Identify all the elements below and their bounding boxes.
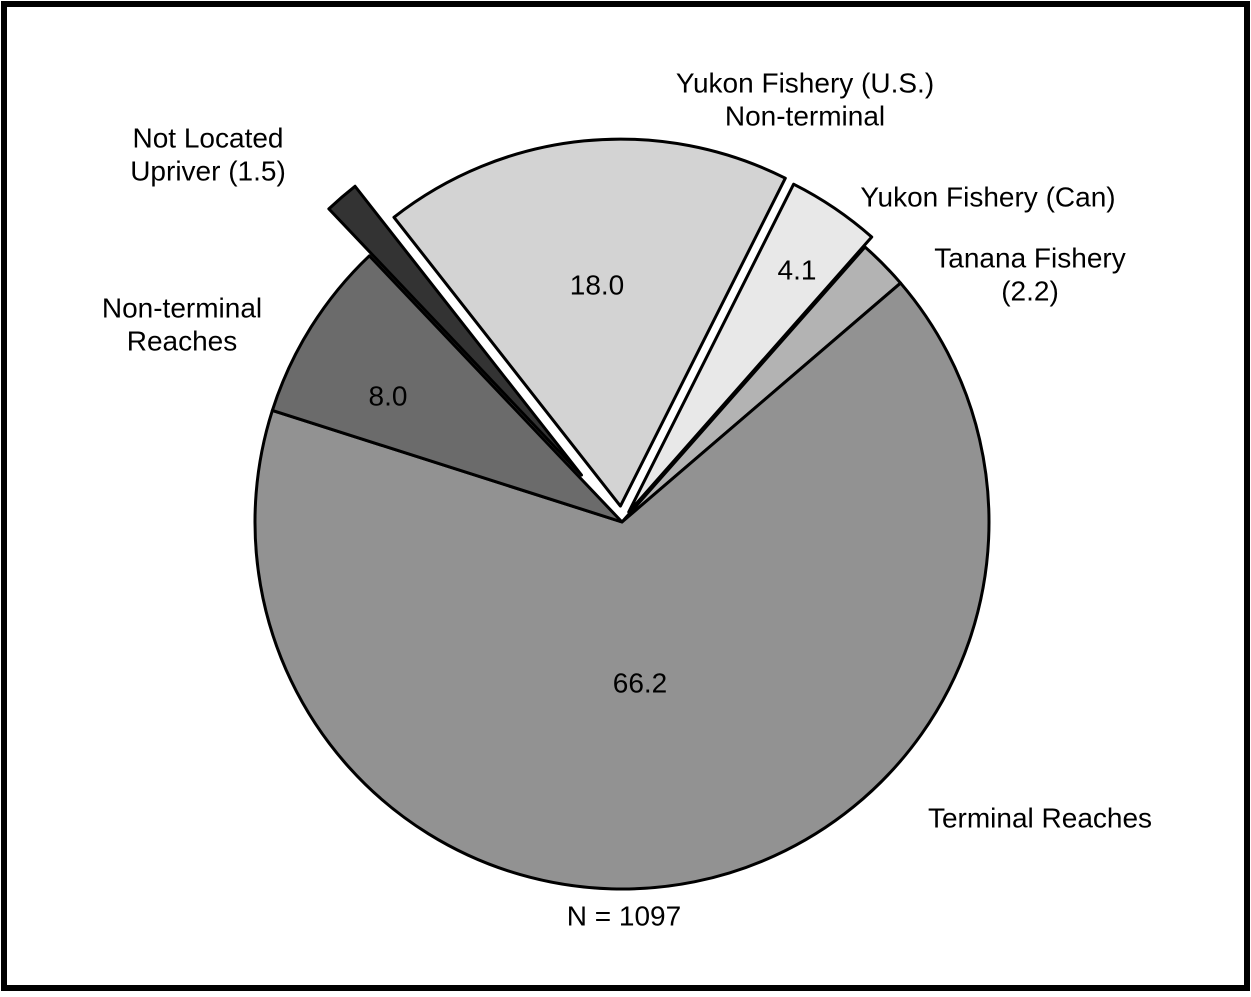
slice-label: Non-terminal [725,100,885,131]
slice-label: Yukon Fishery (U.S.) [676,67,934,98]
pie-slice [270,254,624,524]
slice-label: Terminal Reaches [928,802,1152,833]
slice-label: Reaches [127,325,238,356]
value-label: 8.0 [369,380,408,411]
value-label: 66.2 [613,667,668,698]
value-label: 18.0 [570,269,625,300]
note: N = 1097 [567,900,681,931]
pie-slice [392,137,787,508]
slice-label: Non-terminal [102,292,262,323]
value-label: 4.1 [778,254,817,285]
slice-label: Yukon Fishery (Can) [860,181,1115,212]
slice-label: Upriver (1.5) [130,155,286,186]
pie-slice [627,182,874,514]
pie-slice [253,281,991,891]
slice-label: (2.2) [1001,275,1059,306]
slice-label: Tanana Fishery [934,242,1125,273]
slice-label: Not Located [133,122,284,153]
pie-slice [327,184,583,477]
